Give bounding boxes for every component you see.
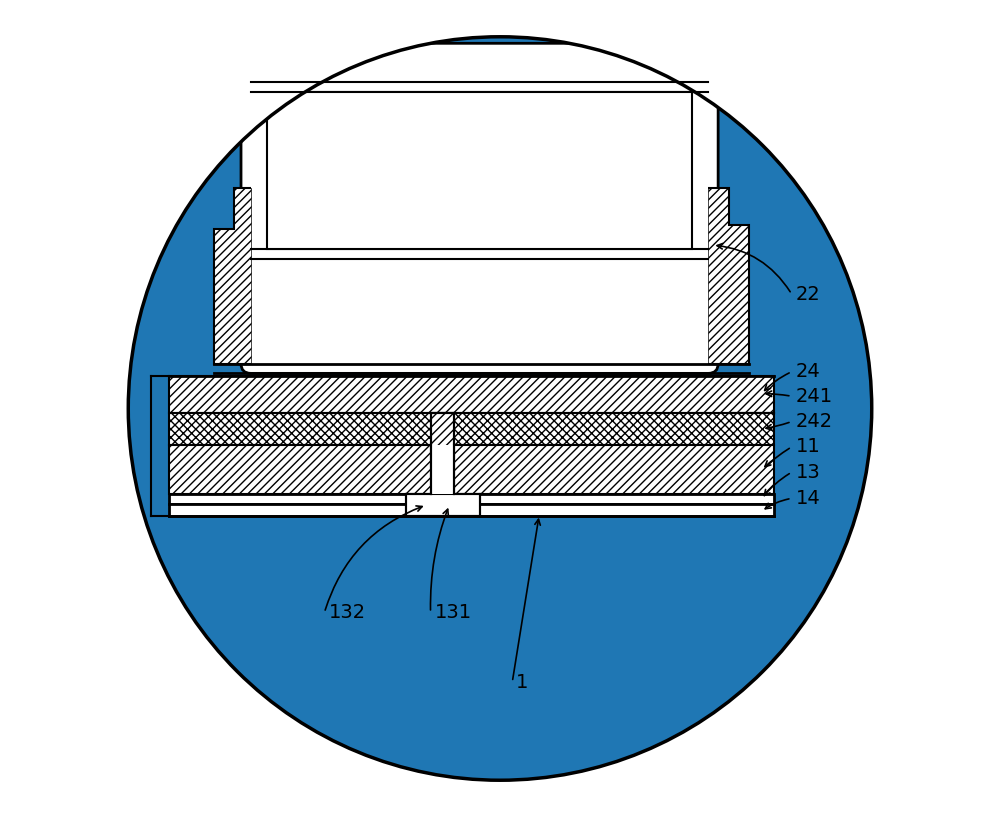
Bar <box>169 445 774 494</box>
Text: 132: 132 <box>328 603 366 623</box>
Bar <box>169 494 774 504</box>
Circle shape <box>128 37 872 780</box>
Text: 11: 11 <box>796 437 821 457</box>
Bar <box>431 445 454 494</box>
Text: 24: 24 <box>796 362 821 382</box>
Text: 241: 241 <box>796 386 833 406</box>
Bar <box>169 413 774 445</box>
Circle shape <box>128 37 872 780</box>
Text: 1: 1 <box>516 672 529 692</box>
FancyBboxPatch shape <box>241 43 718 373</box>
Bar <box>431 413 454 516</box>
Bar <box>267 92 692 249</box>
Polygon shape <box>214 188 251 364</box>
Bar <box>169 376 774 413</box>
Text: 22: 22 <box>796 284 821 304</box>
Text: 242: 242 <box>796 412 833 431</box>
Bar <box>169 504 774 516</box>
Text: 131: 131 <box>435 603 472 623</box>
Bar <box>406 494 480 516</box>
Polygon shape <box>708 188 749 364</box>
Text: 14: 14 <box>796 489 821 508</box>
Text: 13: 13 <box>796 462 821 482</box>
